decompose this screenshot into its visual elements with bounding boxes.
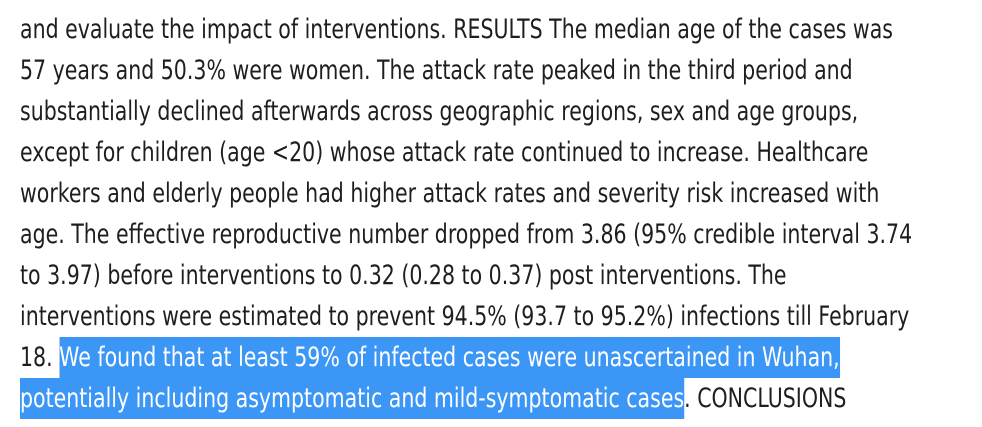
abstract-line: workers and elderly people had higher at… — [20, 173, 912, 214]
line-text: to 3.97) before interventions to 0.32 (0… — [20, 260, 787, 291]
line-text: 57 years and 50.3% were women. The attac… — [20, 55, 853, 86]
abstract-line: except for children (age <20) whose atta… — [20, 132, 912, 173]
abstract-line: to 3.97) before interventions to 0.32 (0… — [20, 255, 912, 296]
abstract-line: substantially declined afterwards across… — [20, 91, 912, 132]
abstract-line: age. The effective reproductive number d… — [20, 214, 912, 255]
line-text: 18. — [20, 342, 60, 373]
abstract-line: 57 years and 50.3% were women. The attac… — [20, 50, 912, 91]
abstract-line: 18. We found that at least 59% of infect… — [20, 337, 912, 378]
selected-text: potentially including asymptomatic and m… — [20, 378, 685, 419]
line-text: except for children (age <20) whose atta… — [20, 137, 869, 168]
line-text: . CONCLUSIONS — [684, 383, 847, 414]
line-text: age. The effective reproductive number d… — [20, 219, 913, 250]
abstract-line: potentially including asymptomatic and m… — [20, 378, 912, 419]
abstract-line: interventions were estimated to prevent … — [20, 296, 912, 337]
selected-text: We found that at least 59% of infected c… — [59, 337, 840, 378]
line-text: interventions were estimated to prevent … — [20, 301, 910, 332]
abstract-text: and evaluate the impact of interventions… — [20, 9, 912, 419]
abstract-line: and evaluate the impact of interventions… — [20, 9, 912, 50]
line-text: and evaluate the impact of interventions… — [20, 14, 893, 45]
line-text: workers and elderly people had higher at… — [20, 178, 880, 209]
line-text: substantially declined afterwards across… — [20, 96, 859, 127]
